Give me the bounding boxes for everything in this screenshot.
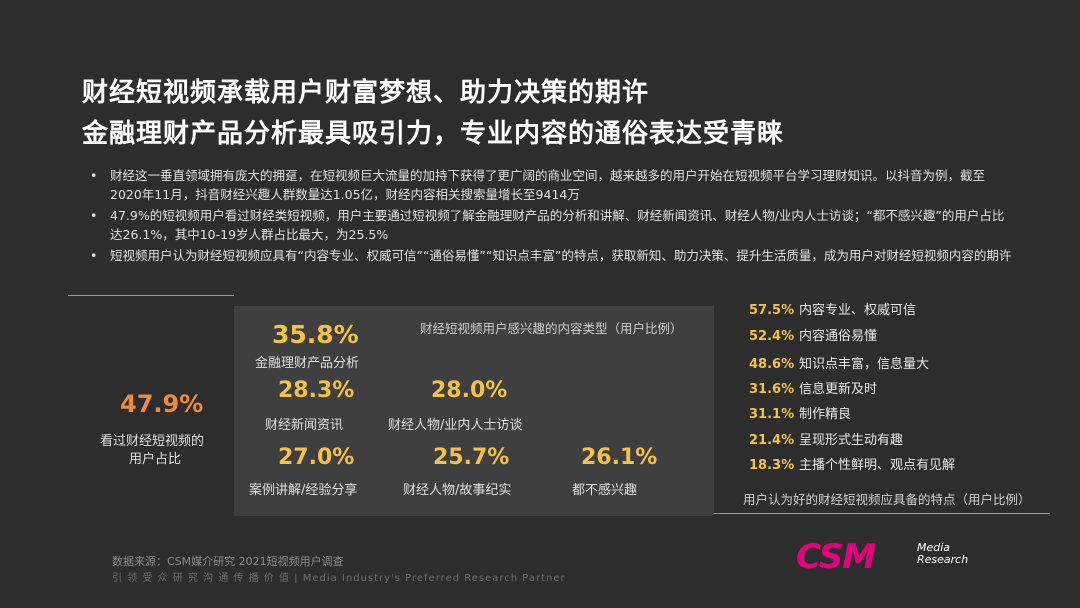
content-value-5: 25.7%: [433, 445, 510, 470]
feature-label: 呈现形式生动有趣: [799, 433, 904, 448]
content-label-1: 金融理财产品分析: [255, 356, 360, 371]
source-note: 数据来源：CSM媒介研究 2021短视频用户调查: [112, 555, 344, 568]
title-line-2: 金融理财产品分析最具吸引力，专业内容的通俗表达受青睐: [82, 119, 785, 149]
feature-label: 主播个性鲜明、观点有见解: [799, 458, 956, 473]
csm-logo: CSM Media Research: [796, 537, 968, 577]
bullet-item: • 财经这一垂直领域拥有庞大的拥趸，在短视频巨大流量的加持下获得了更广阔的商业空间…: [82, 166, 1012, 204]
feature-label: 知识点丰富，信息量大: [799, 357, 930, 372]
content-value-2: 28.3%: [278, 378, 355, 403]
content-value-3: 28.0%: [431, 378, 508, 403]
feature-value: 31.1%: [749, 407, 795, 422]
feature-value: 57.5%: [749, 303, 795, 318]
feature-label: 信息更新及时: [799, 382, 878, 397]
overall-label-line2: 用户占比: [129, 452, 182, 467]
divider-bottom: [714, 513, 1050, 514]
content-value-6: 26.1%: [581, 445, 658, 470]
content-label-6: 都不感兴趣: [572, 483, 638, 498]
content-label-5: 财经人物/故事纪实: [403, 483, 512, 498]
feature-value: 21.4%: [749, 433, 795, 448]
bullet-item: • 短视频用户认为财经短视频应具有“内容专业、权威可信”“通俗易懂”“知识点丰富”…: [82, 246, 1012, 265]
content-value-4: 27.0%: [278, 445, 355, 470]
feature-row: 31.6% 信息更新及时: [749, 378, 877, 397]
feature-value: 48.6%: [749, 357, 795, 372]
content-label-2: 财经新闻资讯: [265, 418, 344, 433]
overall-value: 47.9%: [120, 390, 204, 418]
feature-label: 制作精良: [799, 407, 852, 422]
bullet-text: 47.9%的短视频用户看过财经类短视频，用户主要通过短视频了解金融理财产品的分析…: [110, 208, 1005, 242]
feature-value: 31.6%: [749, 382, 795, 397]
feature-row: 57.5% 内容专业、权威可信: [749, 299, 916, 318]
bullet-marker: •: [90, 208, 98, 223]
bullet-marker: •: [90, 168, 98, 183]
feature-label: 内容通俗易懂: [799, 329, 878, 344]
logo-sub-media: Media: [917, 541, 951, 554]
content-type-title: 财经短视频用户感兴趣的内容类型（用户比例）: [420, 321, 683, 336]
feature-row: 21.4% 呈现形式生动有趣: [749, 429, 903, 448]
feature-row: 48.6% 知识点丰富，信息量大: [749, 353, 929, 372]
feature-caption: 用户认为好的财经短视频应具备的特点（用户比例）: [743, 492, 1031, 507]
feature-row: 52.4% 内容通俗易懂: [749, 325, 877, 344]
bullet-list: • 财经这一垂直领域拥有庞大的拥趸，在短视频巨大流量的加持下获得了更广阔的商业空间…: [82, 166, 1012, 267]
logo-subtitle: Media Research: [917, 542, 968, 566]
bullet-text: 财经这一垂直领域拥有庞大的拥趸，在短视频巨大流量的加持下获得了更广阔的商业空间，…: [110, 168, 986, 202]
divider-top: [68, 295, 234, 296]
content-label-3: 财经人物/业内人士访谈: [388, 418, 523, 433]
content-label-4: 案例讲解/经验分享: [249, 483, 358, 498]
bullet-item: • 47.9%的短视频用户看过财经类短视频，用户主要通过短视频了解金融理财产品的分…: [82, 206, 1012, 244]
bullet-text: 短视频用户认为财经短视频应具有“内容专业、权威可信”“通俗易懂”“知识点丰富”的…: [110, 248, 1012, 263]
overall-label-line1: 看过财经短视频的: [100, 434, 205, 449]
content-value-1: 35.8%: [272, 320, 359, 349]
feature-label: 内容专业、权威可信: [799, 303, 917, 318]
slogan: 引 领 受 众 研 究 沟 通 传 播 价 值 | Media Industry…: [112, 573, 566, 584]
content-type-panel: [234, 306, 714, 516]
feature-row: 18.3% 主播个性鲜明、观点有见解: [749, 454, 955, 473]
bullet-marker: •: [90, 248, 98, 263]
feature-value: 18.3%: [749, 458, 795, 473]
feature-value: 52.4%: [749, 329, 795, 344]
logo-sub-research: Research: [917, 553, 969, 566]
title-line-1: 财经短视频承载用户财富梦想、助力决策的期许: [82, 78, 650, 108]
logo-mark: CSM: [796, 537, 876, 577]
feature-row: 31.1% 制作精良: [749, 403, 851, 422]
